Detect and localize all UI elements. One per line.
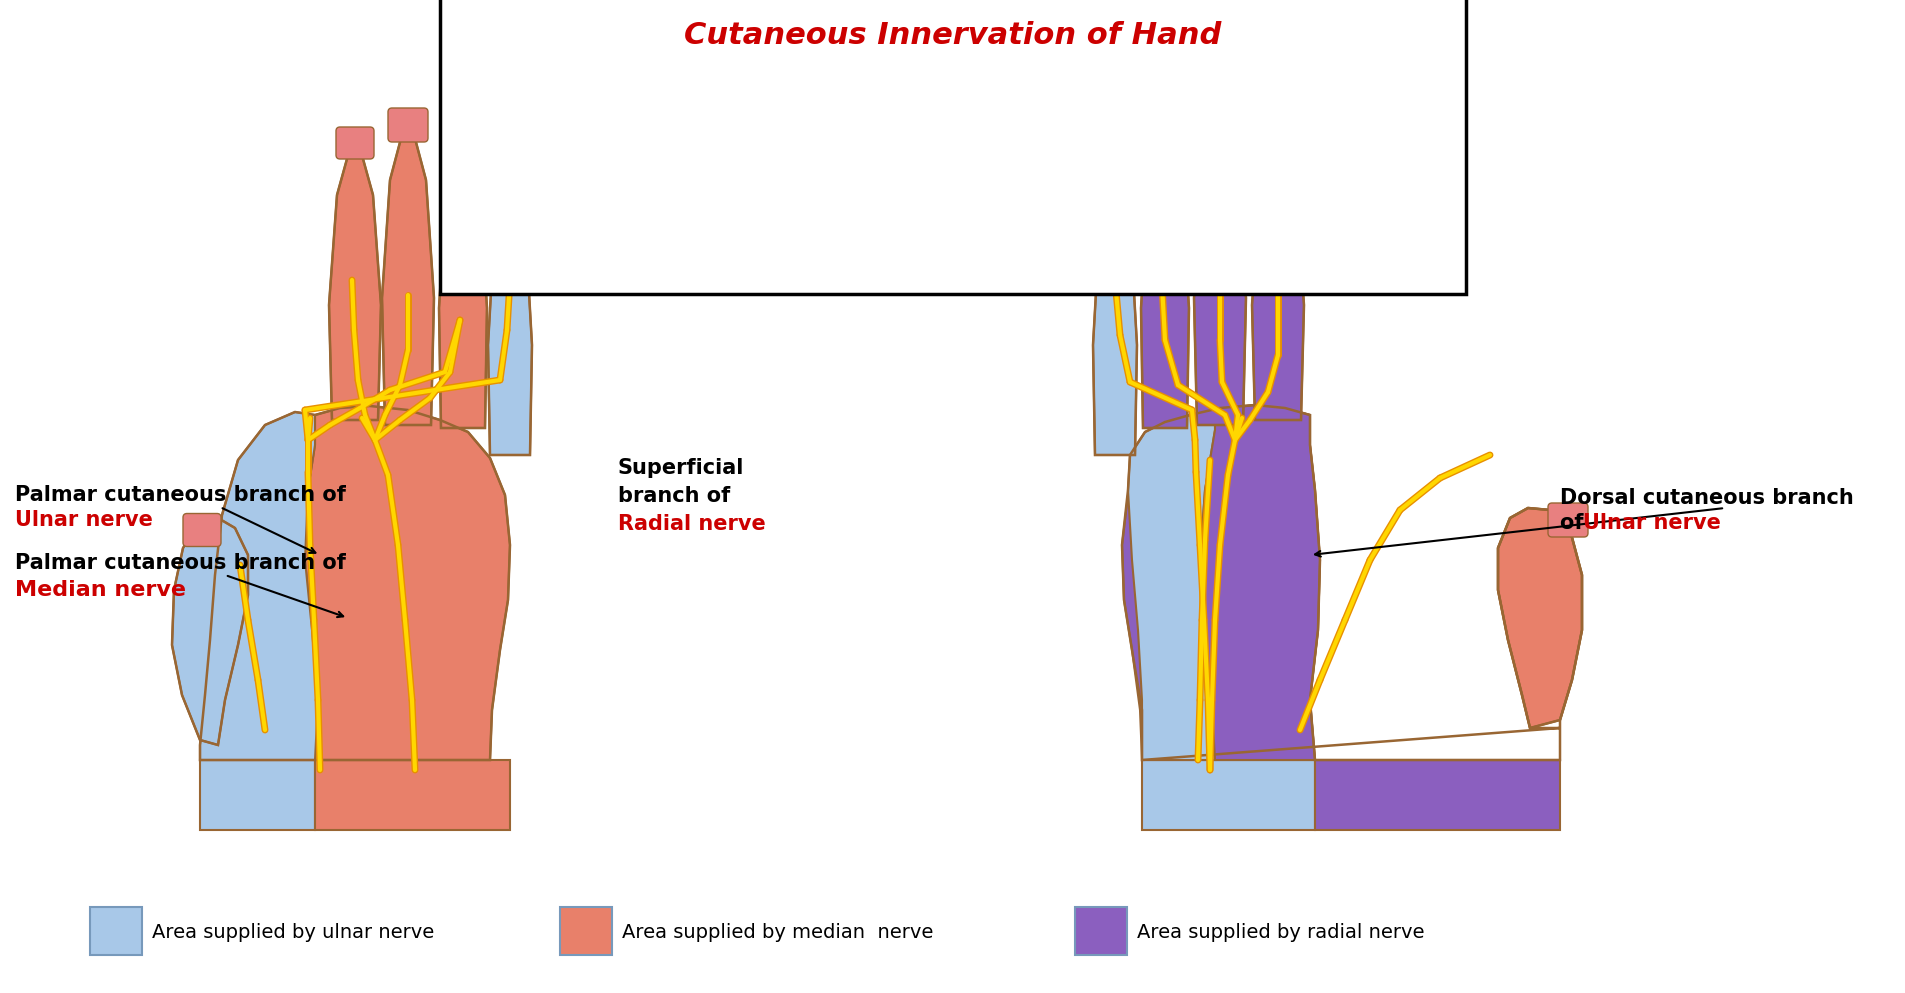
Text: Superficial: Superficial (617, 458, 745, 478)
Polygon shape (1141, 130, 1189, 428)
FancyBboxPatch shape (1259, 127, 1295, 159)
FancyBboxPatch shape (444, 127, 482, 159)
Polygon shape (381, 112, 434, 425)
Bar (90, 907, 143, 955)
FancyBboxPatch shape (1200, 108, 1240, 142)
Polygon shape (488, 178, 531, 455)
Polygon shape (200, 760, 314, 830)
Text: Median nerve: Median nerve (15, 580, 187, 600)
Polygon shape (305, 406, 511, 760)
Polygon shape (1193, 112, 1246, 425)
Polygon shape (1255, 130, 1297, 215)
Polygon shape (1122, 405, 1320, 760)
Bar (560, 907, 612, 955)
Polygon shape (330, 130, 381, 420)
Polygon shape (438, 130, 488, 428)
Text: Radial nerve: Radial nerve (617, 514, 766, 534)
Text: Cutaneous Innervation of Hand: Cutaneous Innervation of Hand (684, 21, 1221, 50)
Text: branch of: branch of (617, 486, 730, 506)
FancyBboxPatch shape (1097, 178, 1132, 208)
FancyBboxPatch shape (1145, 127, 1183, 159)
Polygon shape (1092, 178, 1137, 455)
Polygon shape (1497, 508, 1581, 728)
Polygon shape (1314, 760, 1558, 830)
Text: Palmar cutaneous branch of: Palmar cutaneous branch of (15, 485, 345, 505)
Text: Dorsal cutaneous branch: Dorsal cutaneous branch (1558, 488, 1854, 508)
Text: Palmar cutaneous branch of: Palmar cutaneous branch of (15, 553, 345, 573)
Text: Ulnar nerve: Ulnar nerve (1583, 513, 1720, 533)
FancyBboxPatch shape (491, 178, 528, 208)
Polygon shape (1200, 405, 1320, 760)
FancyBboxPatch shape (1547, 503, 1587, 537)
Text: Area supplied by ulnar nerve: Area supplied by ulnar nerve (152, 922, 434, 941)
Polygon shape (314, 760, 511, 830)
Polygon shape (200, 412, 318, 760)
Text: Area supplied by radial nerve: Area supplied by radial nerve (1137, 922, 1423, 941)
FancyBboxPatch shape (389, 108, 429, 142)
FancyBboxPatch shape (183, 513, 221, 546)
Text: Area supplied by median  nerve: Area supplied by median nerve (621, 922, 933, 941)
Text: Ulnar nerve: Ulnar nerve (15, 510, 152, 530)
FancyBboxPatch shape (335, 127, 373, 159)
Polygon shape (171, 518, 248, 745)
Polygon shape (1252, 130, 1303, 420)
Bar (1074, 907, 1126, 955)
Polygon shape (1128, 410, 1213, 760)
Text: of: of (1558, 513, 1591, 533)
Polygon shape (1141, 760, 1314, 830)
